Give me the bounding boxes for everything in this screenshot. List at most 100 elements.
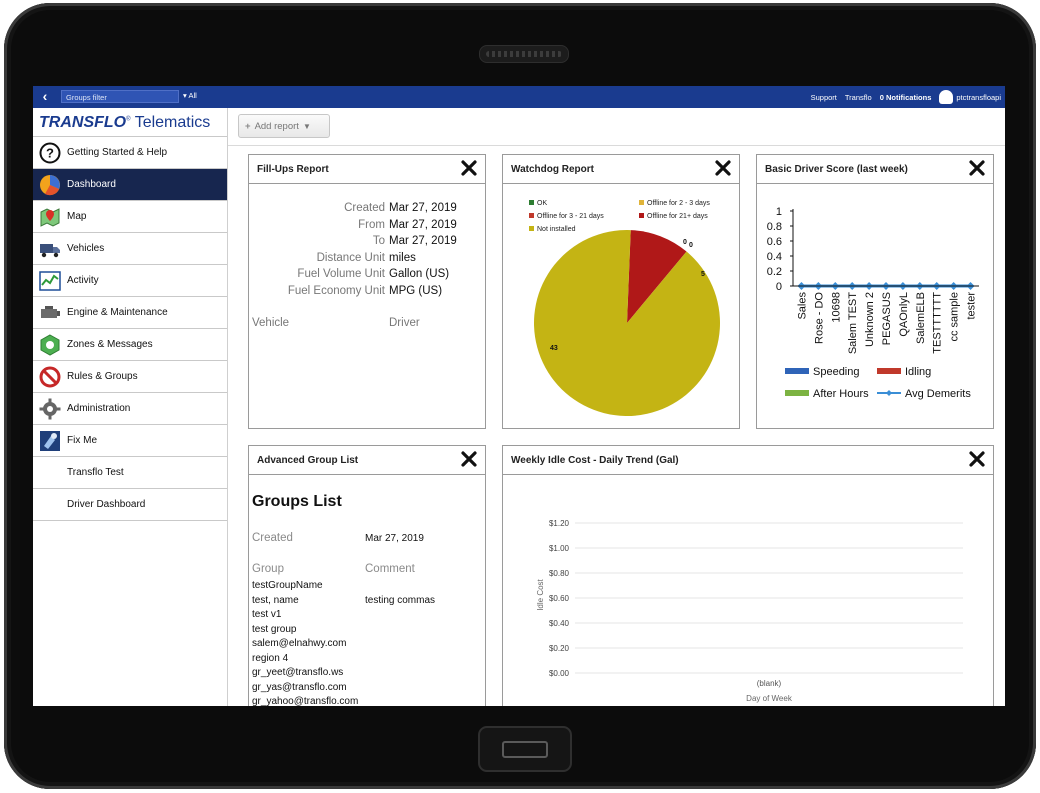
legend-item: Offline for 3 - 21 days xyxy=(529,213,604,220)
legend-swatch xyxy=(785,368,809,374)
close-icon[interactable] xyxy=(969,451,985,467)
y-tick-label: $1.20 xyxy=(549,519,570,528)
y-tick-label: 0.2 xyxy=(767,266,782,278)
fixme-icon xyxy=(39,430,61,452)
y-tick-label: $0.00 xyxy=(549,669,570,678)
pie-data-label: 0 xyxy=(683,239,687,246)
home-button[interactable] xyxy=(478,726,572,772)
transflo-logo: TRANSFLO® Telematics xyxy=(33,108,227,136)
column-header-vehicle: Vehicle xyxy=(252,317,290,329)
sidebar-item-label: Getting Started & Help xyxy=(67,147,168,158)
y-tick-label: $0.40 xyxy=(549,619,570,628)
zones-icon xyxy=(39,333,61,356)
user-icon xyxy=(939,90,954,104)
x-tick-label: Unknown 2 xyxy=(864,292,876,347)
top-links: Support Transflo 0 Notifications ptctran… xyxy=(811,86,1001,108)
fillups-value: MPG (US) xyxy=(389,285,443,297)
legend-label: After Hours xyxy=(813,388,869,400)
sidebar-item-label: Driver Dashboard xyxy=(67,499,146,510)
close-icon[interactable] xyxy=(969,160,985,176)
sidebar: TRANSFLO® Telematics ? Getting Started &… xyxy=(33,108,228,706)
y-tick-label: 0.8 xyxy=(767,221,782,233)
groups-select[interactable]: ▾ All xyxy=(183,91,197,100)
y-tick-label: $0.20 xyxy=(549,644,570,653)
column-header-driver: Driver xyxy=(389,317,420,329)
x-tick-label: QAOnlyL xyxy=(898,292,910,337)
sidebar-item-label: Administration xyxy=(67,403,131,414)
group-comment-cell: testing commas xyxy=(365,594,436,606)
fillups-label: Created xyxy=(344,202,385,214)
groups-filter-input[interactable]: Groups filter xyxy=(61,90,179,103)
panel-title: Fill-Ups Report xyxy=(257,163,329,175)
panel-title: Advanced Group List xyxy=(257,454,359,466)
panel-header: Basic Driver Score (last week) xyxy=(757,155,993,184)
group-name-cell: gr_yahoo@transflo.com xyxy=(252,696,359,706)
legend-label: Offline for 3 - 21 days xyxy=(537,213,604,220)
sidebar-item-label: Rules & Groups xyxy=(67,371,138,382)
driver-score-chart: 1 0.8 0.6 0.4 0.2 0 Sales Rose - DO 10698 Salem T… xyxy=(767,206,979,400)
sidebar-item-transflo-test[interactable]: Transflo Test xyxy=(33,456,227,488)
x-tick-label: cc sample xyxy=(949,292,961,342)
created-value: Mar 27, 2019 xyxy=(365,533,424,544)
sidebar-item-administration[interactable]: Administration xyxy=(33,392,227,424)
toolbar-divider xyxy=(228,145,1005,146)
sidebar-item-driver-dashboard[interactable]: Driver Dashboard xyxy=(33,488,227,521)
add-report-button[interactable]: + Add report ▼ xyxy=(238,114,330,138)
pie-data-label: 5 xyxy=(701,271,705,278)
groups-select-value: All xyxy=(188,91,197,100)
sidebar-item-activity[interactable]: Activity xyxy=(33,264,227,296)
fillups-label: Fuel Volume Unit xyxy=(297,268,385,280)
plus-icon: + xyxy=(245,120,251,132)
pie-data-label: 0 xyxy=(689,242,693,249)
add-report-label: Add report xyxy=(254,120,299,132)
svg-text:?: ? xyxy=(46,145,54,160)
user-menu[interactable]: ptctransfloapi xyxy=(939,90,1001,104)
y-tick-label: 1 xyxy=(776,206,782,218)
legend-swatch xyxy=(529,226,534,231)
support-link[interactable]: Support xyxy=(810,92,837,102)
y-tick-label: 0 xyxy=(776,281,782,293)
close-icon[interactable] xyxy=(461,451,477,467)
sidebar-item-label: Map xyxy=(67,211,87,222)
question-icon: ? xyxy=(39,142,61,164)
sidebar-item-vehicles[interactable]: Vehicles xyxy=(33,232,227,264)
sidebar-item-label: Zones & Messages xyxy=(67,339,153,350)
x-tick-label: Rose - DO xyxy=(813,292,825,344)
panel-header: Weekly Idle Cost - Daily Trend (Gal) xyxy=(503,446,993,475)
close-icon[interactable] xyxy=(461,160,477,176)
fillups-label: Distance Unit xyxy=(316,252,385,264)
fillups-value: miles xyxy=(389,252,416,264)
logo-telematics: Telematics xyxy=(134,114,211,131)
notifications-link[interactable]: 0 Notifications xyxy=(879,92,932,102)
fillups-label: From xyxy=(358,219,385,231)
fillups-label: To xyxy=(372,235,385,247)
y-tick-label: $0.60 xyxy=(549,594,570,603)
sidebar-item-zones[interactable]: Zones & Messages xyxy=(33,328,227,360)
x-tick-label: PEGASUS xyxy=(881,292,893,345)
group-list-panel: Advanced Group List Groups List Created … xyxy=(248,445,486,706)
sidebar-item-dashboard[interactable]: Dashboard xyxy=(33,168,227,200)
logo-transflo: TRANSFLO xyxy=(39,114,127,131)
x-tick-label: 10698 xyxy=(830,292,842,323)
top-bar: ‹ Groups filter ▾ All Support Transflo 0… xyxy=(33,86,1005,108)
sidebar-item-getting-started[interactable]: ? Getting Started & Help xyxy=(33,136,227,168)
sidebar-item-engine[interactable]: Engine & Maintenance xyxy=(33,296,227,328)
fillups-report-panel: Fill-Ups Report Created Mar 27, 2019 Fro… xyxy=(248,154,486,429)
truck-icon xyxy=(39,238,61,260)
driver-score-panel: Basic Driver Score (last week) 1 0.8 0.6 0.… xyxy=(756,154,994,429)
app-screen: ‹ Groups filter ▾ All Support Transflo 0… xyxy=(33,86,1005,706)
group-name-cell: test v1 xyxy=(252,609,282,620)
legend-item: Offline for 2 - 3 days xyxy=(639,200,710,207)
back-arrow-icon[interactable]: ‹ xyxy=(42,88,48,104)
legend-label: Speeding xyxy=(813,366,860,378)
sidebar-item-rules[interactable]: Rules & Groups xyxy=(33,360,227,392)
chevron-down-icon: ▼ xyxy=(302,121,311,131)
close-icon[interactable] xyxy=(715,160,731,176)
legend-label: Not installed xyxy=(537,226,576,233)
group-column-header: Group xyxy=(252,563,284,575)
idle-cost-panel: Weekly Idle Cost - Daily Trend (Gal) $1.… xyxy=(502,445,994,706)
transflo-link[interactable]: Transflo xyxy=(844,92,872,102)
sidebar-item-fix-me[interactable]: Fix Me xyxy=(33,424,227,456)
sidebar-item-map[interactable]: Map xyxy=(33,200,227,232)
sidebar-item-label: Dashboard xyxy=(67,179,116,190)
